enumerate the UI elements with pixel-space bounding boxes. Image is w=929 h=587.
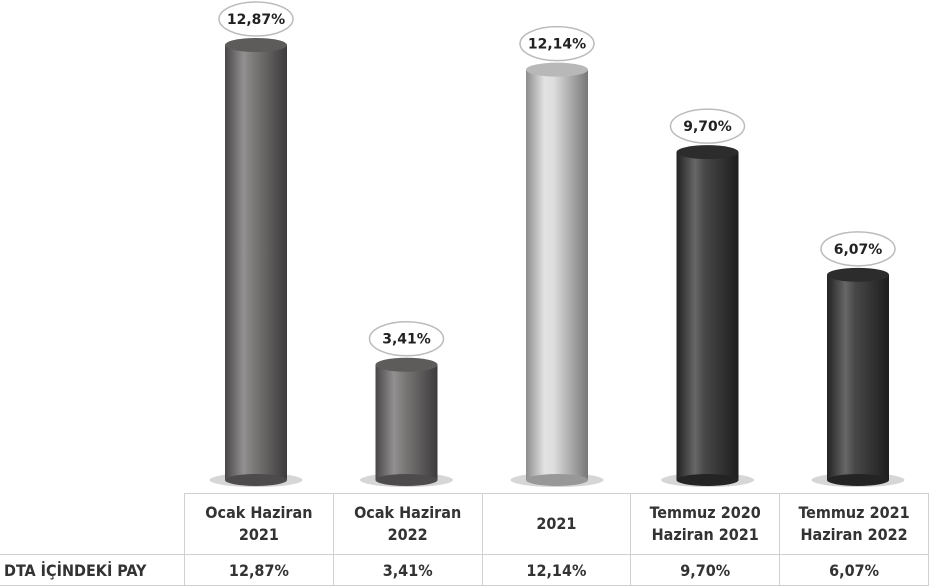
table-value: 9,70% [630, 554, 781, 586]
data-label: 12,14% [528, 37, 586, 53]
bar-bottom [526, 474, 588, 486]
label-bubble [820, 231, 896, 267]
bar [827, 274, 889, 480]
data-label: 3,41% [382, 332, 431, 348]
row-header: DTA İÇİNDEKİ PAY [0, 554, 186, 586]
bar [375, 364, 438, 480]
bar-top [225, 38, 287, 52]
table-value: 12,87% [184, 554, 334, 586]
data-label: 9,70% [683, 119, 732, 135]
bar-top [676, 145, 739, 160]
data-label: 6,07% [834, 242, 883, 258]
data-table: Ocak Haziran 2021 Ocak Haziran 2022 2021 Te… [0, 493, 929, 586]
label-bubble [519, 25, 595, 62]
category-label: Ocak Haziran 2021 [184, 493, 334, 555]
bar-top [827, 267, 889, 282]
category-label: 2021 [481, 493, 632, 555]
bar-bottom [375, 474, 438, 486]
bar-bottom [225, 474, 287, 486]
label-bubble [218, 1, 294, 37]
category-label: Temmuz 2021 Haziran 2022 [779, 493, 929, 555]
table-value-row: DTA İÇİNDEKİ PAY 12,87% 3,41% 12,14% 9,70% 6,… [0, 554, 929, 586]
chart: 12,87% 3,41% 12,14% 9,70% 6,07% [209, 1, 905, 487]
table-value: 12,14% [481, 554, 632, 586]
table-header-row: Ocak Haziran 2021 Ocak Haziran 2022 2021 Te… [0, 493, 929, 555]
bar [225, 45, 287, 480]
bar-top [526, 62, 588, 77]
category-label: Ocak Haziran 2022 [332, 493, 483, 555]
bar-bottom [827, 474, 889, 486]
table-value: 3,41% [332, 554, 483, 586]
label-bubble [669, 108, 746, 144]
data-label: 12,87% [227, 12, 285, 28]
bar-top [375, 357, 438, 372]
category-label: Temmuz 2020 Haziran 2021 [630, 493, 781, 555]
label-bubble [368, 320, 445, 357]
table-value: 6,07% [779, 554, 929, 586]
table-corner [0, 493, 186, 555]
bar [676, 152, 739, 480]
bar [526, 69, 588, 481]
bar-bottom [676, 474, 739, 486]
